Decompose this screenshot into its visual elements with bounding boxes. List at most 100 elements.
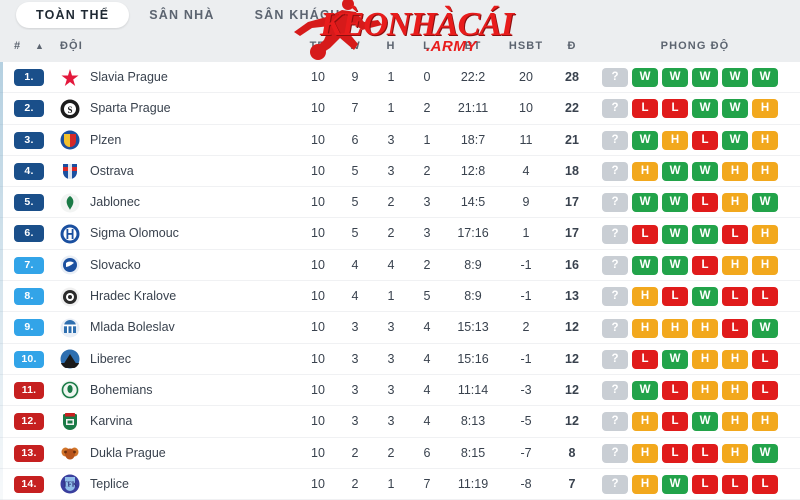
form-badge[interactable]: L	[692, 130, 718, 150]
form-badge[interactable]: W	[692, 162, 718, 182]
team-name[interactable]: Liberec	[90, 351, 131, 366]
form-badge[interactable]: H	[722, 443, 748, 463]
form-badge[interactable]: H	[632, 287, 658, 307]
form-badge[interactable]: ?	[602, 193, 628, 213]
form-badge[interactable]: ?	[602, 443, 628, 463]
form-badge[interactable]: ?	[602, 255, 628, 275]
form-badge[interactable]: ?	[602, 224, 628, 244]
form-badge[interactable]: ?	[602, 349, 628, 369]
form-badge[interactable]: H	[662, 318, 688, 338]
form-badge[interactable]: L	[752, 349, 778, 369]
form-badge[interactable]: H	[722, 412, 748, 432]
form-badge[interactable]: L	[662, 443, 688, 463]
team-name[interactable]: Ostrava	[90, 163, 134, 178]
table-row[interactable]: 9. Mlada Boleslav 10 3 3 4 15:13 2 12 ? H…	[0, 312, 800, 344]
form-badge[interactable]: W	[692, 99, 718, 119]
table-row[interactable]: 2. S Sparta Prague 10 7 1 2 21:11 10 22 …	[0, 93, 800, 125]
sort-ascending-icon[interactable]: ▲	[34, 41, 45, 51]
column-header-won[interactable]: W	[349, 40, 361, 52]
form-badge[interactable]: W	[662, 224, 688, 244]
tab-away[interactable]: SÂN KHÁCH	[254, 8, 341, 22]
table-row[interactable]: 13. Dukla Prague 10 2 2 6 8:15 -7 8 ? H L L…	[0, 437, 800, 469]
form-badge[interactable]: L	[632, 349, 658, 369]
team-name[interactable]: Sparta Prague	[90, 101, 171, 116]
team-name[interactable]: Slavia Prague	[90, 70, 168, 84]
team-name[interactable]: Teplice	[90, 476, 129, 491]
form-badge[interactable]: H	[752, 255, 778, 275]
form-badge[interactable]: H	[722, 255, 748, 275]
form-badge[interactable]: W	[752, 68, 778, 88]
form-badge[interactable]: L	[632, 224, 658, 244]
form-badge[interactable]: H	[722, 381, 748, 401]
table-row[interactable]: 3. Plzen 10 6 3 1 18:7 11 21 ? W H L W H	[0, 124, 800, 156]
team-name[interactable]: Sigma Olomouc	[90, 226, 179, 241]
table-row[interactable]: 10. Liberec 10 3 3 4 15:16 -1 12 ? L W H H L	[0, 343, 800, 375]
form-badge[interactable]: L	[662, 381, 688, 401]
table-row[interactable]: 11. Bohemians 10 3 3 4 11:14 -3 12 ? W L H H…	[0, 374, 800, 407]
team-name[interactable]: Dukla Prague	[90, 445, 166, 460]
form-badge[interactable]: L	[722, 318, 748, 338]
tab-home[interactable]: SÂN NHÀ	[149, 8, 215, 22]
form-badge[interactable]: L	[662, 99, 688, 119]
form-badge[interactable]: L	[722, 224, 748, 244]
form-badge[interactable]: W	[692, 412, 718, 432]
form-badge[interactable]: ?	[602, 318, 628, 338]
form-badge[interactable]: ?	[602, 412, 628, 432]
form-badge[interactable]: L	[662, 412, 688, 432]
form-badge[interactable]: L	[692, 443, 718, 463]
form-badge[interactable]: W	[662, 475, 688, 494]
form-badge[interactable]: L	[692, 193, 718, 213]
team-name[interactable]: Bohemians	[90, 382, 153, 397]
team-name[interactable]: Plzen	[90, 132, 122, 147]
form-badge[interactable]: H	[692, 349, 718, 369]
form-badge[interactable]: ?	[602, 162, 628, 182]
form-badge[interactable]: ?	[602, 99, 628, 119]
form-badge[interactable]: L	[692, 475, 718, 494]
form-badge[interactable]: W	[632, 381, 658, 401]
form-badge[interactable]: W	[752, 193, 778, 213]
form-badge[interactable]: L	[692, 255, 718, 275]
form-badge[interactable]: H	[692, 318, 718, 338]
team-name[interactable]: Jablonec	[90, 195, 141, 210]
form-badge[interactable]: W	[662, 162, 688, 182]
team-name[interactable]: Mlada Boleslav	[90, 320, 175, 335]
form-badge[interactable]: ?	[602, 475, 628, 494]
column-header-team[interactable]: ĐỘI	[60, 40, 83, 52]
form-badge[interactable]: H	[722, 349, 748, 369]
team-name[interactable]: Karvina	[90, 414, 133, 429]
column-header-lost[interactable]: L	[423, 40, 431, 52]
table-row[interactable]: 8. Hradec Kralove 10 4 1 5 8:9 -1 13 ? H L…	[0, 281, 800, 313]
form-badge[interactable]: ?	[602, 68, 628, 88]
table-row[interactable]: 7. Slovacko 10 4 4 2 8:9 -1 16 ? W W L H H	[0, 249, 800, 282]
form-badge[interactable]: W	[662, 255, 688, 275]
column-header-points[interactable]: Đ	[567, 40, 577, 52]
table-row[interactable]: 4. Ostrava 10 5 3 2 12:8 4 18 ? H W W H H	[0, 155, 800, 188]
form-badge[interactable]: W	[722, 130, 748, 150]
column-header-rank[interactable]: #	[14, 40, 22, 52]
form-badge[interactable]: L	[722, 475, 748, 494]
form-badge[interactable]: L	[722, 287, 748, 307]
column-header-goal-diff[interactable]: HSBT	[508, 40, 544, 52]
form-badge[interactable]: W	[722, 68, 748, 88]
form-badge[interactable]: H	[632, 475, 658, 494]
form-badge[interactable]: H	[752, 99, 778, 119]
form-badge[interactable]: H	[632, 443, 658, 463]
table-row[interactable]: 14. TFK Teplice 10 2 1 7 11:19 -8 7 ? H W L…	[0, 468, 800, 500]
table-row[interactable]: 12. Karvina 10 3 3 4 8:13 -5 12 ? H L W H H	[0, 406, 800, 438]
team-name[interactable]: Slovacko	[90, 257, 141, 272]
column-header-played[interactable]: TR	[309, 40, 327, 52]
column-header-draw[interactable]: H	[386, 40, 396, 52]
form-badge[interactable]: ?	[602, 381, 628, 401]
form-badge[interactable]: ?	[602, 287, 628, 307]
form-badge[interactable]: W	[692, 68, 718, 88]
form-badge[interactable]: H	[692, 381, 718, 401]
form-badge[interactable]: W	[752, 443, 778, 463]
form-badge[interactable]: H	[662, 130, 688, 150]
form-badge[interactable]: H	[632, 412, 658, 432]
form-badge[interactable]: H	[632, 162, 658, 182]
form-badge[interactable]: W	[692, 224, 718, 244]
form-badge[interactable]: L	[662, 287, 688, 307]
form-badge[interactable]: W	[632, 255, 658, 275]
form-badge[interactable]: W	[632, 68, 658, 88]
form-badge[interactable]: W	[692, 287, 718, 307]
